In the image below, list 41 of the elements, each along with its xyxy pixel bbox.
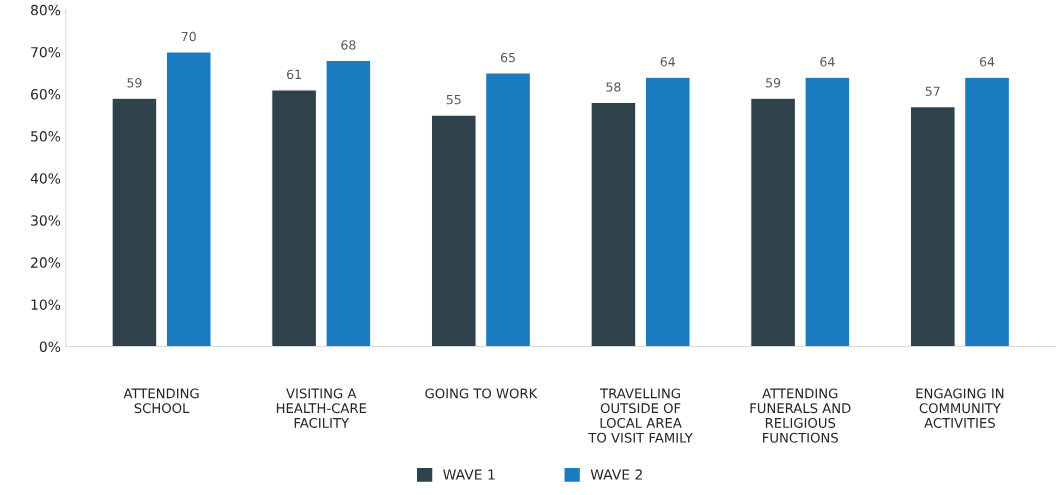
y-tick-label: 30%	[31, 215, 61, 226]
y-tick-label: 60%	[31, 89, 61, 100]
x-tick-label: ATTENDING FUNERALS AND RELIGIOUS FUNCTIONS	[750, 388, 851, 443]
bar	[325, 59, 372, 347]
data-label: 55	[446, 95, 461, 105]
bar	[430, 114, 477, 347]
bar	[804, 76, 851, 347]
y-tick-label: 70%	[31, 46, 61, 58]
x-tick-label: GOING TO WORK	[425, 388, 538, 399]
legend-label: WAVE 1	[443, 469, 495, 480]
data-label: 65	[500, 52, 515, 63]
x-tick-label: ATTENDING SCHOOL	[123, 388, 199, 414]
data-label: 59	[127, 78, 142, 88]
data-label: 64	[820, 57, 835, 67]
x-tick-label: TRAVELLING OUTSIDE OF LOCAL AREA TO VISIT FAMILY	[588, 388, 693, 443]
y-tick-label: 80%	[30, 4, 61, 16]
bar	[485, 72, 531, 347]
data-label: 61	[287, 69, 301, 80]
x-tick-label: VISITING A HEALTH-CARE FACILITY	[276, 388, 367, 428]
bar	[165, 51, 212, 347]
bar	[909, 106, 956, 347]
bar	[111, 97, 158, 347]
y-tick-label: 40%	[30, 173, 61, 184]
data-label: 59	[766, 78, 781, 88]
bar	[964, 76, 1010, 347]
y-tick-label: 10%	[31, 299, 61, 310]
data-label: 58	[606, 82, 621, 92]
x-tick-label: ENGAGING IN COMMUNITY ACTIVITIES	[916, 388, 1004, 428]
bar	[750, 97, 796, 347]
bar	[644, 76, 691, 347]
data-label: 68	[341, 40, 356, 50]
bar	[271, 89, 318, 347]
y-tick-label: 0%	[39, 341, 61, 352]
bar	[590, 101, 637, 347]
y-tick-label: 50%	[31, 131, 61, 142]
data-label: 64	[979, 57, 995, 67]
data-label: 70	[181, 31, 196, 42]
legend-label: WAVE 2	[590, 469, 642, 480]
y-tick-label: 20%	[31, 257, 61, 268]
data-label: 57	[925, 86, 940, 96]
data-label: 64	[660, 57, 675, 67]
